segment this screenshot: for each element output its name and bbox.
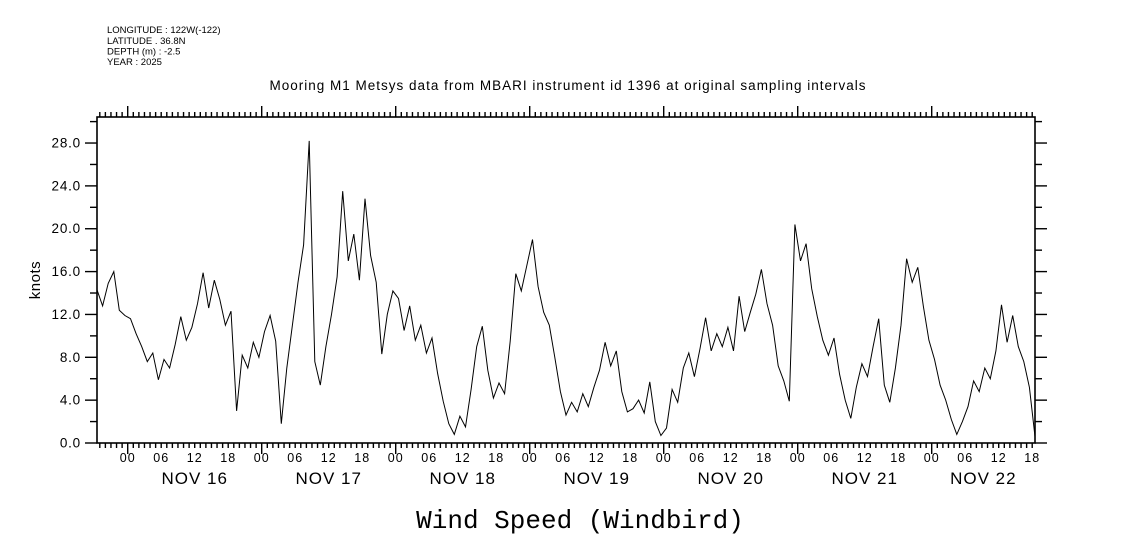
hour-tick-label: 06 [689,451,705,465]
day-label: NOV 20 [697,469,763,488]
data-trace-group [96,140,1036,437]
hour-tick-label: 18 [756,451,772,465]
y-tick-label: 16.0 [52,264,81,279]
day-label: NOV 16 [161,469,227,488]
hour-tick-label: 06 [421,451,437,465]
x-axis-title: Wind Speed (Windbird) [416,506,744,536]
axis-ticks [85,106,1047,454]
y-tick-label: 4.0 [60,393,81,408]
y-tick-label: 28.0 [52,136,81,151]
chart-title: Mooring M1 Metsys data from MBARI instru… [270,78,867,93]
header-longitude: LONGITUDE : 122W(-122) [107,25,221,36]
hour-tick-label: 12 [991,451,1007,465]
hour-tick-label: 06 [153,451,169,465]
hour-tick-label: 18 [488,451,504,465]
wind-speed-trace [96,140,1036,437]
hour-tick-label: 12 [187,451,203,465]
hour-tick-label: 18 [354,451,370,465]
hour-tick-label: 18 [1024,451,1040,465]
day-label: NOV 22 [950,469,1016,488]
day-label: NOV 19 [563,469,629,488]
plot-frame [96,116,1036,444]
header-depth: DEPTH (m) : -2.5 [107,47,180,58]
hour-tick-label: 18 [220,451,236,465]
hour-tick-label: 06 [555,451,571,465]
hour-tick-label: 18 [890,451,906,465]
hour-tick-label: 12 [723,451,739,465]
hour-tick-label: 06 [287,451,303,465]
hour-tick-label: 00 [924,451,940,465]
hour-tick-label: 12 [455,451,471,465]
header-year: YEAR : 2025 [107,57,162,68]
y-tick-label: 8.0 [60,350,81,365]
day-label: NOV 17 [295,469,361,488]
y-tick-label: 0.0 [60,436,81,451]
y-tick-label: 20.0 [52,221,81,236]
hour-tick-label: 06 [957,451,973,465]
header-info-block: LONGITUDE : 122W(-122) LATITUDE . 36.8N … [107,25,221,68]
hour-tick-label: 00 [522,451,538,465]
hour-tick-label: 00 [120,451,136,465]
y-tick-label: 24.0 [52,178,81,193]
hour-tick-label: 12 [589,451,605,465]
day-label: NOV 18 [429,469,495,488]
hour-tick-label: 12 [321,451,337,465]
hour-tick-label: 00 [656,451,672,465]
hour-tick-label: 00 [254,451,270,465]
day-label: NOV 21 [831,469,897,488]
header-latitude: LATITUDE . 36.8N [107,36,186,47]
hour-tick-label: 12 [857,451,873,465]
axis-tick-labels: 00 06 12 18 00 06 12 18 00 06 12 18 00 06 12 18 00 06 12 18… [52,136,1040,488]
y-axis-label: knots [27,261,44,299]
hour-tick-label: 00 [790,451,806,465]
y-tick-label: 12.0 [52,307,81,322]
hour-tick-label: 18 [622,451,638,465]
hour-tick-label: 00 [388,451,404,465]
hour-tick-label: 06 [823,451,839,465]
